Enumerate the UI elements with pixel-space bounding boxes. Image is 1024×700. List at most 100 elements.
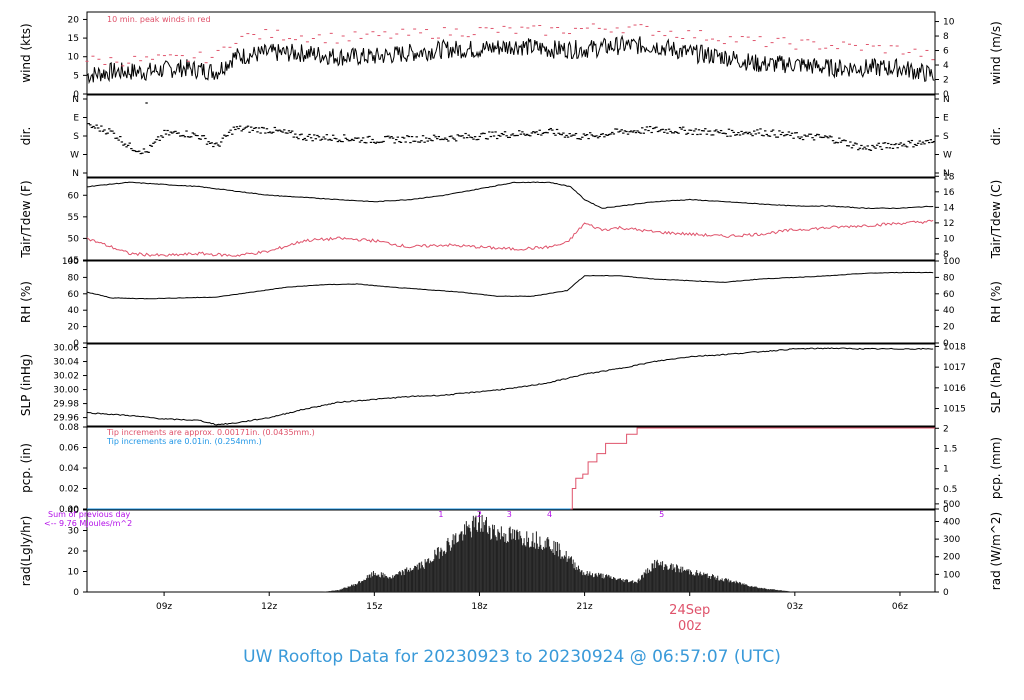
tick-label-right-rh: 100 bbox=[943, 257, 960, 267]
tick-label-left-wind: 5 bbox=[73, 71, 79, 81]
series-line-temp-1 bbox=[86, 219, 934, 257]
tick-label-right-rad: 0 bbox=[943, 588, 949, 598]
tick-label-right-rad: 300 bbox=[943, 535, 960, 545]
tick-label-right-temp: 8 bbox=[943, 250, 949, 260]
rad-marker-2: 2 bbox=[477, 510, 482, 519]
tick-label-right-pcp: 1.5 bbox=[943, 444, 957, 454]
tick-label-right-pcp: 0 bbox=[943, 505, 949, 515]
tick-label-right-temp: 12 bbox=[943, 219, 954, 229]
tick-label-right-wind: 10 bbox=[943, 18, 955, 28]
tick-label-left-dir: N bbox=[72, 95, 79, 105]
tick-label-right-temp: 16 bbox=[943, 188, 955, 198]
tick-label-left-pcp: 0.04 bbox=[59, 464, 79, 474]
tick-label-left-wind: 10 bbox=[68, 53, 80, 63]
panel-frame-rh bbox=[86, 260, 936, 344]
ylabel-left-pcp: pcp. (in) bbox=[19, 443, 33, 493]
ylabel-right-rad: rad (W/m^2) bbox=[989, 512, 1003, 590]
tick-label-left-slp: 29.98 bbox=[53, 400, 79, 410]
tick-label-right-wind: 0 bbox=[943, 90, 949, 100]
x-tick-label: 18z bbox=[471, 602, 487, 612]
rad-marker-5: 5 bbox=[659, 510, 664, 519]
tick-label-right-rh: 60 bbox=[943, 290, 955, 300]
tick-label-right-rh: 40 bbox=[943, 306, 955, 316]
tick-label-right-temp: 18 bbox=[943, 172, 955, 182]
tick-label-left-pcp: 0.06 bbox=[59, 444, 79, 454]
tick-label-right-slp: 1016 bbox=[943, 384, 966, 394]
tick-label-left-pcp: 0.02 bbox=[59, 485, 79, 495]
x-date-label: 24Sep bbox=[669, 603, 710, 618]
tick-label-right-rad: 500 bbox=[943, 500, 960, 510]
x-tick-label: 09z bbox=[156, 602, 172, 612]
tick-label-right-wind: 4 bbox=[943, 61, 949, 71]
tick-label-left-rad: 30 bbox=[68, 527, 80, 537]
tick-label-left-rad: 0 bbox=[73, 588, 79, 598]
tick-label-right-pcp: 1 bbox=[943, 465, 949, 475]
x-date-label-sub: 00z bbox=[678, 619, 702, 634]
tick-label-right-dir: W bbox=[943, 151, 952, 161]
x-tick-label: 12z bbox=[261, 602, 277, 612]
rad-annotation-sum: Sum of previous day bbox=[48, 510, 130, 519]
ylabel-left-wind: wind (kts) bbox=[19, 23, 33, 82]
x-tick-label: 15z bbox=[366, 602, 382, 612]
ylabel-left-rh: RH (%) bbox=[19, 281, 33, 323]
ylabel-left-temp: Tair/Tdew (F) bbox=[19, 180, 33, 258]
tick-label-left-wind: 15 bbox=[68, 34, 79, 44]
tick-label-left-rh: 60 bbox=[68, 290, 80, 300]
pcp-note-0: Tip increments are approx. 0.00171in. (0… bbox=[106, 428, 315, 437]
rad-marker-1: 1 bbox=[438, 510, 443, 519]
tick-label-left-dir: S bbox=[73, 132, 79, 142]
ylabel-right-dir: dir. bbox=[989, 127, 1003, 146]
tick-label-right-pcp: 0.5 bbox=[943, 485, 957, 495]
footer-title: UW Rooftop Data for 20230923 to 20230924… bbox=[243, 647, 781, 667]
ylabel-right-rh: RH (%) bbox=[989, 281, 1003, 323]
tick-label-right-rh: 0 bbox=[943, 339, 949, 349]
panel-frame-wind bbox=[86, 11, 936, 95]
tick-label-right-rad: 200 bbox=[943, 553, 960, 563]
series-line-rh-0 bbox=[86, 271, 934, 300]
series-line-slp-0 bbox=[86, 347, 934, 426]
tick-label-left-rh: 0 bbox=[73, 339, 79, 349]
tick-label-left-temp: 60 bbox=[68, 191, 80, 201]
tick-label-left-slp: 30.04 bbox=[53, 358, 79, 368]
tick-label-right-temp: 14 bbox=[943, 203, 955, 213]
panel-frame-temp bbox=[86, 177, 936, 261]
tick-label-right-wind: 2 bbox=[943, 76, 949, 86]
panel-frame-slp bbox=[86, 343, 936, 427]
tick-label-right-wind: 6 bbox=[943, 47, 949, 57]
tick-label-left-dir: E bbox=[73, 114, 79, 124]
ylabel-left-rad: rad(Lgly/hr) bbox=[19, 516, 33, 587]
tick-label-left-slp: 29.96 bbox=[53, 414, 79, 424]
tick-label-left-rh: 80 bbox=[68, 273, 80, 283]
tick-label-left-rad: 40 bbox=[68, 506, 80, 516]
tick-label-left-wind: 0 bbox=[73, 90, 79, 100]
tick-label-right-rh: 80 bbox=[943, 273, 955, 283]
tick-label-right-rh: 20 bbox=[943, 323, 955, 333]
series-line-pcp-0 bbox=[87, 427, 935, 510]
rad-marker-3: 3 bbox=[507, 510, 512, 519]
tick-label-left-pcp: 0.00 bbox=[59, 505, 79, 515]
tick-label-right-slp: 1018 bbox=[943, 342, 966, 352]
tick-label-left-wind: 20 bbox=[68, 15, 80, 25]
tick-label-left-rad: 10 bbox=[68, 568, 80, 578]
tick-label-left-slp: 30.06 bbox=[53, 344, 79, 354]
ylabel-left-dir: dir. bbox=[19, 127, 33, 146]
tick-label-right-temp: 10 bbox=[943, 234, 955, 244]
tick-label-right-slp: 1017 bbox=[943, 363, 966, 373]
tick-label-right-rad: 400 bbox=[943, 517, 960, 527]
tick-label-left-dir: N bbox=[72, 169, 79, 179]
tick-label-left-rh: 20 bbox=[68, 323, 80, 333]
tick-label-left-temp: 55 bbox=[68, 213, 79, 223]
ylabel-left-slp: SLP (inHg) bbox=[19, 354, 33, 416]
tick-label-right-rad: 100 bbox=[943, 570, 960, 580]
tick-label-right-pcp: 2 bbox=[943, 424, 949, 434]
ylabel-right-temp: Tair/Tdew (C) bbox=[989, 180, 1003, 260]
rad-marker-4: 4 bbox=[547, 510, 552, 519]
x-tick-label: 06z bbox=[892, 602, 908, 612]
x-tick-label: 03z bbox=[787, 602, 803, 612]
tick-label-left-temp: 45 bbox=[68, 256, 79, 266]
tick-label-left-pcp: 0.08 bbox=[59, 423, 79, 433]
tick-label-right-dir: S bbox=[943, 132, 949, 142]
tick-label-left-slp: 30.02 bbox=[53, 372, 79, 382]
